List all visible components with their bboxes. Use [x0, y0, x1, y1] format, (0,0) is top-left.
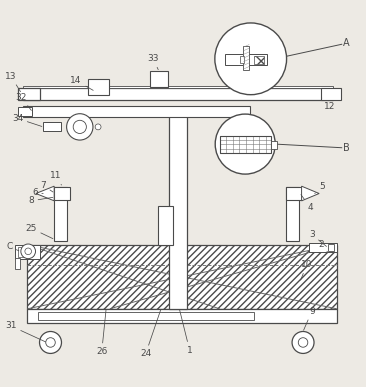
- Bar: [225, 54, 267, 65]
- Circle shape: [215, 23, 287, 95]
- Bar: [150, 71, 168, 87]
- Text: A: A: [343, 38, 350, 48]
- Circle shape: [298, 338, 308, 347]
- Bar: [18, 247, 24, 257]
- Bar: [271, 141, 277, 149]
- Text: 26: 26: [96, 310, 108, 356]
- Bar: [169, 113, 187, 309]
- Bar: [23, 86, 333, 89]
- Circle shape: [25, 248, 31, 255]
- Bar: [88, 79, 109, 96]
- Bar: [54, 187, 67, 241]
- Bar: [328, 244, 334, 251]
- Text: 10: 10: [300, 260, 313, 280]
- Text: 24: 24: [140, 310, 161, 358]
- Bar: [15, 245, 40, 259]
- Text: C: C: [6, 242, 19, 251]
- Bar: [158, 206, 173, 245]
- Text: 3: 3: [309, 230, 326, 247]
- Circle shape: [46, 338, 55, 347]
- Text: 4: 4: [301, 195, 313, 212]
- Bar: [243, 46, 249, 70]
- Bar: [220, 136, 271, 153]
- Circle shape: [215, 114, 275, 174]
- Bar: [43, 122, 61, 131]
- Text: 14: 14: [70, 76, 93, 90]
- Circle shape: [21, 244, 36, 259]
- Text: 9: 9: [304, 307, 315, 330]
- Text: 6: 6: [32, 188, 43, 197]
- Bar: [27, 245, 337, 309]
- Text: 13: 13: [5, 72, 20, 92]
- Circle shape: [40, 332, 61, 353]
- Text: 1: 1: [180, 310, 193, 354]
- Text: 12: 12: [321, 98, 335, 111]
- Polygon shape: [36, 186, 54, 201]
- Bar: [309, 243, 337, 252]
- Bar: [27, 309, 337, 324]
- Bar: [18, 108, 32, 116]
- Bar: [15, 258, 20, 269]
- Circle shape: [95, 124, 101, 130]
- Bar: [54, 187, 70, 200]
- Text: 31: 31: [5, 322, 46, 342]
- Polygon shape: [302, 186, 319, 201]
- Bar: [25, 248, 33, 256]
- Circle shape: [292, 332, 314, 353]
- Text: 8: 8: [28, 196, 53, 205]
- Text: 25: 25: [25, 224, 53, 239]
- Text: 32: 32: [15, 93, 31, 110]
- Text: 2: 2: [318, 240, 328, 252]
- Text: B: B: [343, 144, 350, 154]
- Circle shape: [67, 114, 93, 140]
- Bar: [254, 55, 264, 63]
- Text: 34: 34: [12, 114, 42, 127]
- Text: 5: 5: [315, 182, 325, 194]
- Bar: [240, 56, 244, 63]
- Bar: [286, 187, 299, 241]
- Bar: [23, 106, 250, 116]
- Text: 7: 7: [40, 181, 53, 192]
- Bar: [38, 312, 254, 320]
- Bar: [321, 89, 341, 100]
- Bar: [286, 187, 302, 200]
- Text: 33: 33: [147, 54, 159, 70]
- Bar: [23, 89, 333, 100]
- Bar: [18, 89, 40, 100]
- Text: 11: 11: [50, 171, 61, 185]
- Circle shape: [73, 120, 86, 134]
